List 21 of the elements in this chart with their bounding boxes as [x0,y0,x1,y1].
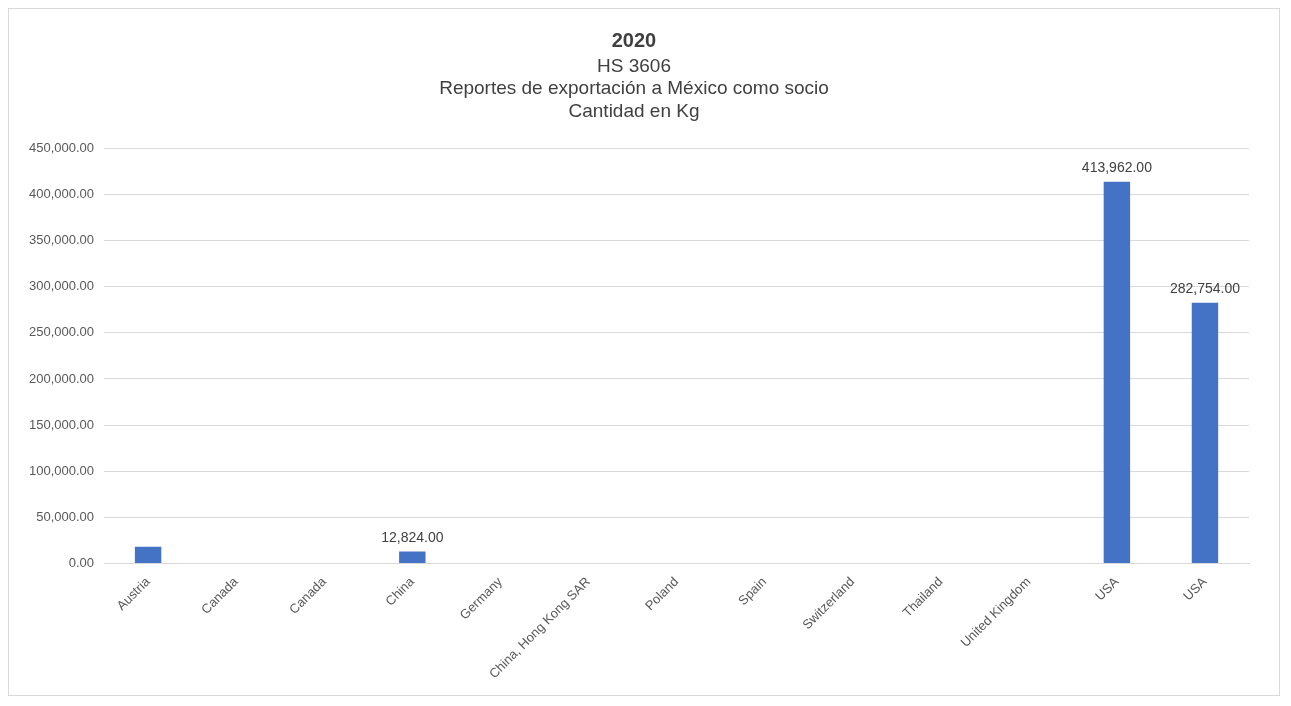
y-tick-label: 400,000.00 [28,186,95,202]
x-tick-label: USA [1092,573,1122,604]
bar [1103,181,1131,563]
x-tick-label: USA [1180,573,1210,604]
data-label: 282,754.00 [1169,280,1241,297]
bar [1191,302,1219,563]
y-tick-label: 350,000.00 [28,232,95,248]
bar [134,546,162,563]
y-tick-label: 150,000.00 [28,416,95,432]
bar [399,551,426,563]
y-tick-label: 50,000.00 [36,508,95,524]
data-label: 413,962.00 [1081,159,1153,176]
y-tick-label: 200,000.00 [28,370,95,386]
y-tick-label: 100,000.00 [28,462,95,478]
y-tick-label: 0.00 [68,554,95,570]
y-tick-label: 450,000.00 [28,139,95,155]
data-label: 12,824.00 [381,529,444,546]
y-tick-label: 300,000.00 [28,278,95,294]
chart-subtitle: HS 3606 Reportes de exportación a México como socio Cantidad en Kg [439,54,829,122]
chart-title: 2020 [611,28,657,51]
y-tick-label: 250,000.00 [28,324,95,340]
